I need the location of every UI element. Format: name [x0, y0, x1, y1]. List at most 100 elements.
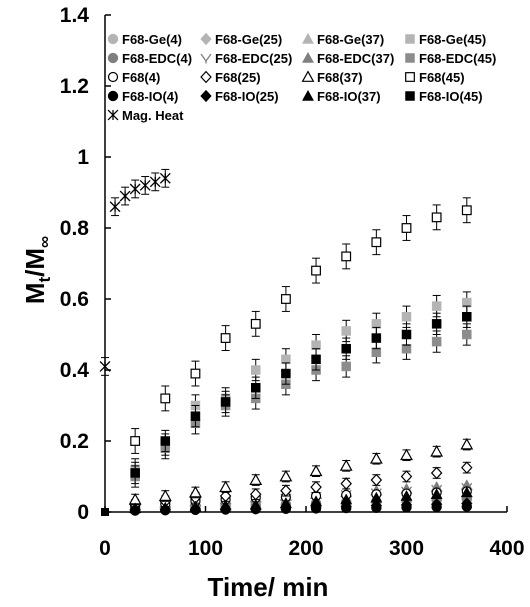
series-f68-ge-4 — [129, 494, 472, 515]
data-point — [341, 251, 352, 262]
data-point — [400, 489, 413, 501]
series-f68-45 — [130, 197, 472, 454]
legend-marker — [301, 32, 315, 44]
x-tick-label: 100 — [188, 537, 223, 560]
legend-marker — [200, 89, 212, 103]
data-point — [431, 336, 442, 347]
legend-marker — [301, 51, 315, 63]
data-point — [109, 201, 121, 213]
legend-marker — [107, 71, 119, 83]
legend-item: F68-Ge(37) — [301, 32, 384, 47]
data-point — [341, 326, 351, 336]
legend-label: F68(37) — [317, 70, 363, 85]
x-tick-label: 300 — [389, 537, 424, 560]
data-point — [219, 499, 232, 511]
data-point — [461, 461, 473, 474]
series-f68-io-4 — [129, 501, 472, 516]
series-f68-25 — [129, 461, 473, 512]
origin-point — [101, 508, 109, 516]
data-point — [189, 500, 202, 512]
legend-label: F68-IO(45) — [419, 89, 483, 104]
series-mag-heat — [99, 168, 171, 376]
data-point — [281, 368, 291, 379]
series-f68-edc-4 — [129, 493, 472, 514]
legend-label: F68-EDC(37) — [317, 51, 394, 66]
y-axis-title-sub-t: t — [35, 277, 54, 283]
data-point — [279, 497, 292, 508]
legend-item: F68(45) — [405, 70, 465, 85]
data-point — [431, 319, 442, 329]
x-axis: 0 100 200 300 400 — [99, 506, 525, 560]
series-f68-ge-45 — [130, 291, 472, 481]
data-point — [461, 497, 473, 510]
data-point — [159, 172, 171, 184]
data-point — [371, 237, 382, 248]
legend-marker — [200, 70, 212, 84]
legend-marker — [107, 52, 119, 64]
data-point — [311, 265, 321, 276]
series-f68-edc-45 — [130, 323, 472, 488]
y-axis-title-mid: /M — [20, 248, 50, 277]
data-point — [310, 495, 323, 507]
legend-label: F68-IO(4) — [122, 89, 178, 104]
legend-item: F68-IO(37) — [301, 89, 381, 104]
legend-label: F68-Ge(25) — [215, 32, 282, 47]
legend-item: F68-EDC(45) — [405, 51, 496, 66]
legend-marker — [301, 89, 315, 101]
y-axis: 0 0.2 0.4 0.6 0.8 1 1.2 1.4 — [60, 4, 111, 524]
y-tick-label: 1 — [77, 146, 89, 169]
legend-item: F68-Ge(25) — [200, 32, 282, 47]
legend-label: F68-Ge(4) — [122, 32, 182, 47]
data-point — [339, 459, 353, 471]
data-point — [460, 437, 474, 450]
data-point — [431, 212, 442, 223]
data-point — [400, 498, 413, 512]
legend-label: F68-Ge(45) — [419, 32, 486, 47]
data-point — [158, 489, 172, 501]
legend-label: F68-Ge(37) — [317, 32, 384, 47]
data-point — [159, 501, 172, 513]
y-tick-label: 0.8 — [60, 217, 90, 240]
legend-item: F68(4) — [107, 70, 160, 85]
legend-item: F68-IO(4) — [107, 89, 178, 104]
data-point — [341, 343, 351, 354]
legend-label: F68(4) — [122, 70, 160, 85]
series-f68-io-25 — [129, 497, 473, 517]
x-tick-label: 400 — [489, 537, 524, 560]
data-point — [462, 312, 472, 322]
data-point — [460, 486, 473, 498]
legend-label: F68-EDC(45) — [419, 51, 496, 66]
legend-item: F68-Ge(45) — [405, 32, 486, 47]
legend-item: Mag. Heat — [107, 108, 184, 123]
data-point — [461, 205, 472, 216]
legend-label: F68-EDC(4) — [122, 51, 192, 66]
series-layer — [99, 168, 474, 517]
data-point — [401, 329, 412, 340]
legend-marker — [200, 53, 212, 64]
legend-marker — [200, 32, 212, 46]
legend-marker — [107, 33, 119, 45]
x-tick-label: 200 — [288, 537, 323, 560]
legend-label: F68(45) — [419, 70, 465, 85]
data-point — [431, 301, 442, 311]
series-f68-edc-25 — [129, 482, 473, 513]
data-point — [371, 333, 382, 343]
data-point — [119, 190, 131, 202]
series-f68-io-45 — [130, 305, 472, 485]
legend-item: F68-Ge(4) — [107, 32, 182, 47]
legend-marker — [405, 53, 415, 63]
data-point — [129, 183, 141, 195]
legend-marker — [405, 34, 415, 44]
y-tick-label: 1.2 — [60, 75, 89, 98]
data-point — [130, 468, 140, 478]
legend-marker — [107, 90, 119, 102]
y-axis-title-main: M — [20, 283, 50, 305]
data-point — [370, 499, 383, 512]
y-axis-title-sub-inf: ∞ — [35, 236, 54, 248]
legend-item: F68-EDC(37) — [301, 51, 394, 66]
data-point — [310, 480, 322, 494]
data-point — [430, 488, 443, 499]
series-f68-edc-37 — [129, 479, 473, 511]
y-tick-label: 1.4 — [60, 4, 90, 27]
